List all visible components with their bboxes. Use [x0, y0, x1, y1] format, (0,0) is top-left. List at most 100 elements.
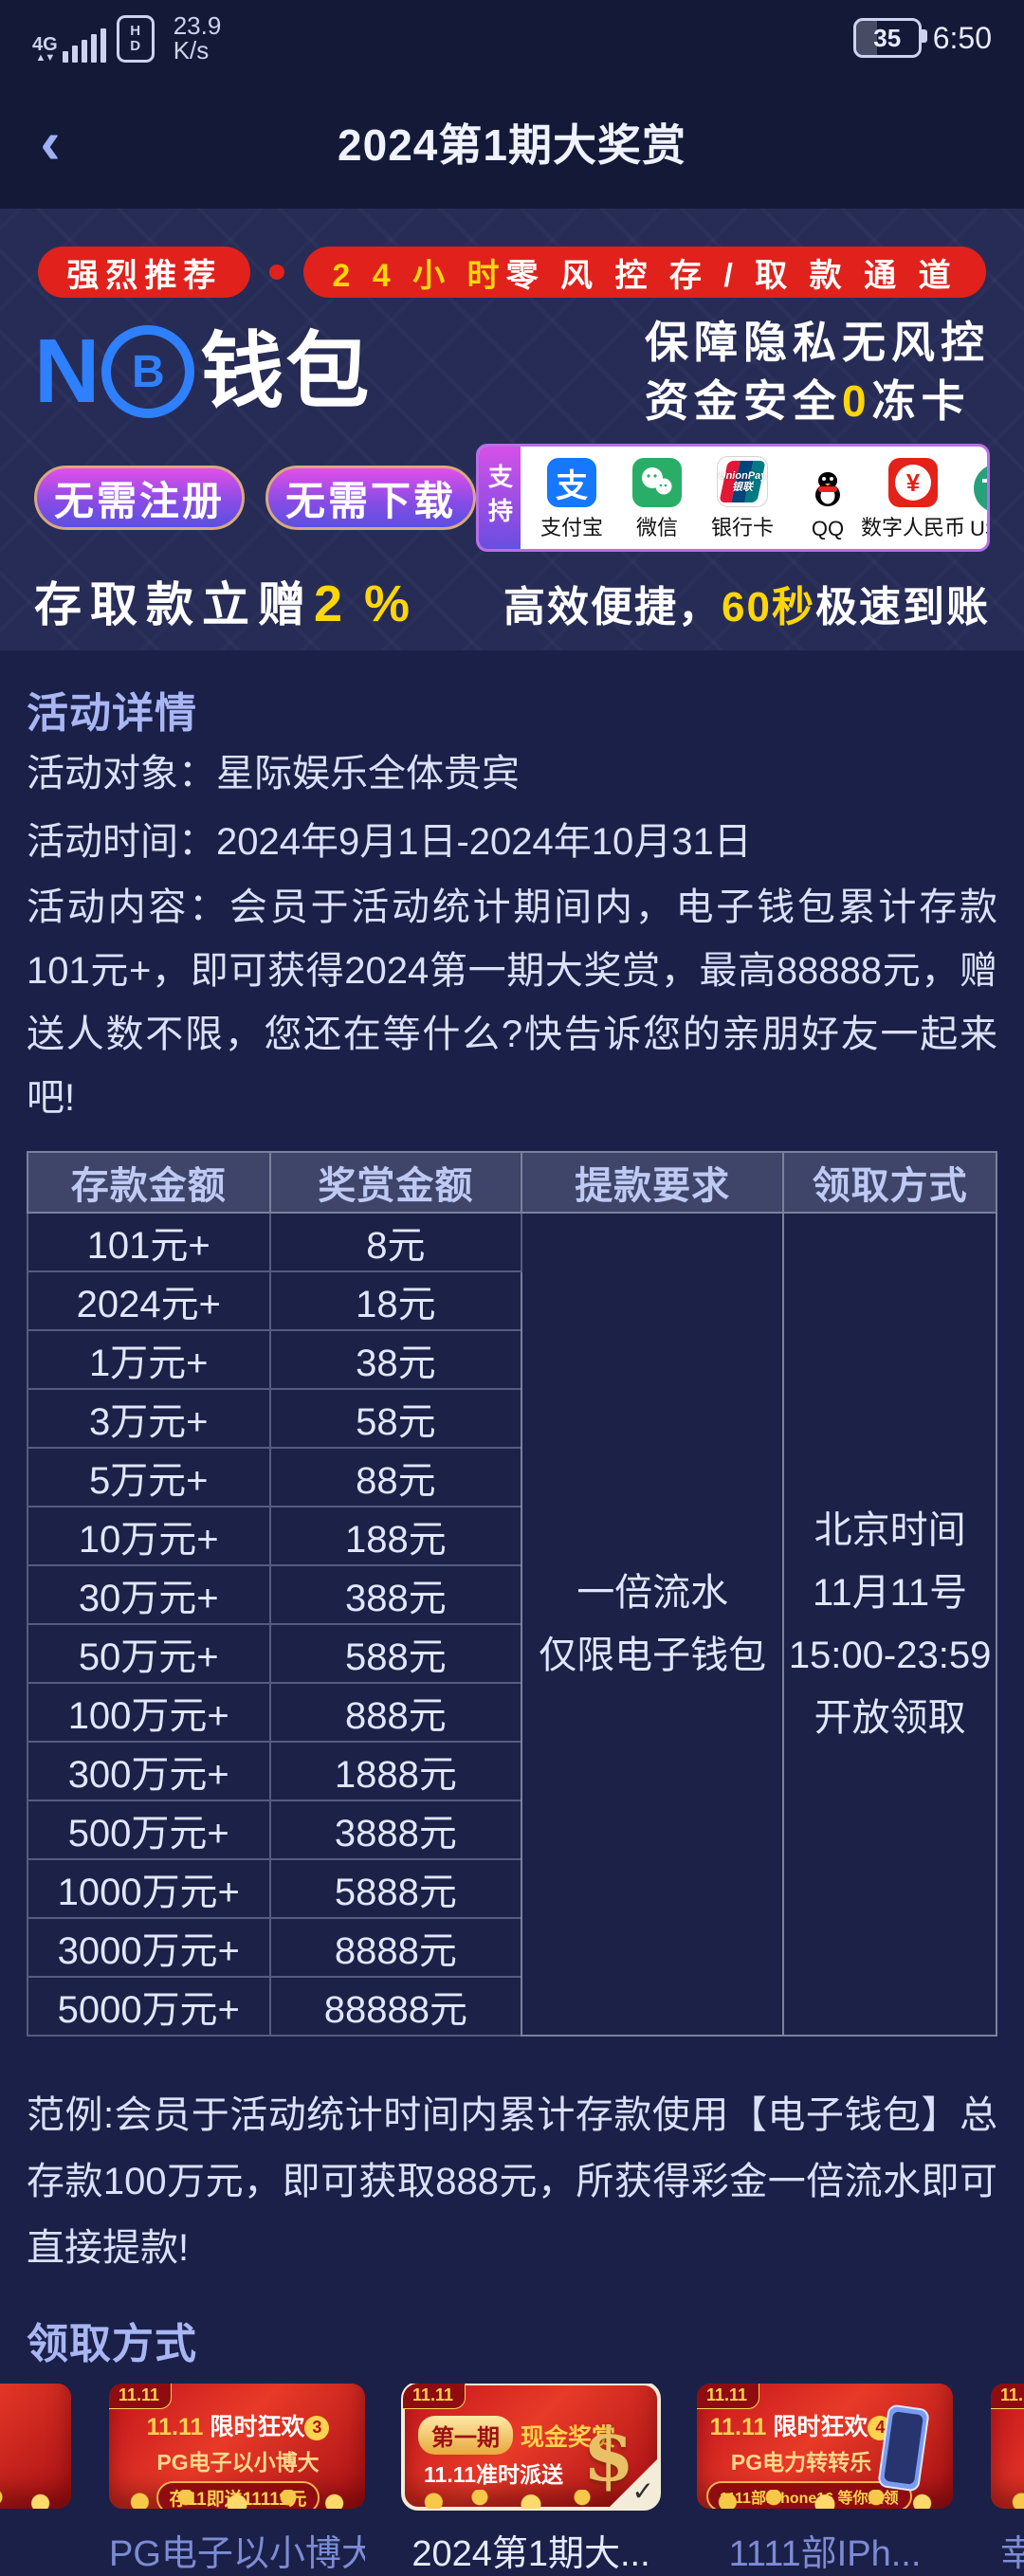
dot-separator-icon [269, 265, 285, 280]
back-button[interactable]: ‹ [40, 108, 61, 176]
table-row: 500万元+ 3888元 [27, 1800, 997, 1860]
table-row: 5000万元+ 88888元 [27, 1976, 997, 2037]
col-deposit-amount: 存款金额 [27, 1151, 271, 1214]
coins-icon [697, 2490, 953, 2509]
activity-content: 活动内容：会员于活动统计期间内，电子钱包累计存款101元+，即可获得2024第一… [27, 886, 997, 1119]
no-download-pill: 无需下载 [265, 466, 476, 530]
table-row: 1000万元+ 5888元 [27, 1858, 997, 1919]
unionpay-icon: UnionPay 银联 [717, 456, 768, 507]
activity-target: 活动对象：星际娱乐全体贵宾 [27, 753, 520, 795]
reward-cell: 38元 [268, 1329, 523, 1390]
bitcoin-coin-icon: B [101, 325, 195, 418]
reward-cell: 5888元 [268, 1858, 523, 1919]
battery-percent: 35 [873, 23, 902, 52]
payout-speed-line: 高效便捷，60秒极速到账 [503, 584, 990, 630]
battery-icon: 35 [852, 18, 927, 58]
reward-cell: 1888元 [268, 1741, 523, 1801]
banner-badge-row: 强烈推荐 2 4 小 时零 风 控 存 / 取 款 通 道 [34, 209, 990, 298]
table-header-row: 存款金额 奖赏金额 提款要求 领取方式 [27, 1151, 997, 1214]
reward-cell: 8888元 [268, 1917, 523, 1978]
promo-card-label: 幸 [1000, 2534, 1024, 2574]
activity-time: 活动时间：2024年9月1日-2024年10月31日 [27, 821, 752, 863]
deposit-cell: 1000万元+ [27, 1858, 271, 1919]
table-row: 5万元+ 88元 [27, 1447, 997, 1507]
col-reward-amount: 奖赏金额 [268, 1151, 523, 1214]
qq-icon [803, 464, 852, 513]
coins-icon [0, 2490, 71, 2509]
promo-card-label: 2024第1期大... [411, 2534, 650, 2574]
bonus-table: 存款金额 奖赏金额 提款要求 领取方式 101元+ 8元 一倍流水 仅限电子钱包… [27, 1151, 997, 2037]
coins-icon [109, 2490, 365, 2509]
deposit-cell: 2024元+ [27, 1270, 271, 1331]
table-row: 101元+ 8元 一倍流水 仅限电子钱包 北京时间 11月11号 15:00-2… [27, 1212, 997, 2037]
reward-cell: 388元 [268, 1564, 523, 1625]
promo-card-partial-right[interactable]: 11.1 [991, 2384, 1024, 2509]
promo-banner: 强烈推荐 2 4 小 时零 风 控 存 / 取 款 通 道 N B 钱包 保障隐… [0, 209, 1024, 650]
payment-alipay: 支 支付宝 [536, 458, 608, 541]
promo-card-item[interactable]: 11.1 幸 [991, 2384, 1024, 2576]
deposit-cell: 300万元+ [27, 1741, 271, 1801]
activity-details-heading: 活动详情 [27, 690, 197, 737]
wechat-icon [632, 458, 682, 507]
deposit-cell: 3万元+ [27, 1388, 271, 1449]
table-row: 10万元+ 188元 [27, 1506, 997, 1566]
digital-rmb-icon: ¥ [888, 458, 938, 507]
reward-cell: 3888元 [268, 1800, 523, 1860]
promo-card-item-selected[interactable]: 11.11 第一期 现金奖赏 11.11准时派送 $ ✓ 2024第1期大... [401, 2384, 661, 2576]
payment-qq: QQ [792, 464, 864, 541]
support-tab: 支持 [479, 447, 521, 549]
withdraw-requirement-cell: 一倍流水 仅限电子钱包 [521, 1212, 785, 2037]
deposit-cell: 5000万元+ [27, 1976, 271, 2037]
date-tag: 11.11 [403, 2384, 466, 2409]
date-tag: 11.11 [109, 2384, 173, 2409]
date-tag: 11.1 [991, 2384, 1024, 2409]
payment-wechat: 微信 [621, 458, 693, 541]
table-row: 1万元+ 38元 [27, 1329, 997, 1390]
table-row: 50万元+ 588元 [27, 1623, 997, 1684]
reward-cell: 88888元 [268, 1976, 523, 2037]
deposit-bonus-line: 存取款立赠2 % [34, 575, 414, 632]
promo-card-current[interactable]: 11.11 第一期 现金奖赏 11.11准时派送 $ ✓ [401, 2384, 661, 2511]
deposit-cell: 5万元+ [27, 1447, 271, 1507]
channel-badge: 2 4 小 时零 风 控 存 / 取 款 通 道 [303, 247, 986, 298]
payment-usdt: T USDT [962, 464, 987, 541]
nb-wallet-logo: N B 钱包 [34, 320, 372, 422]
deposit-cell: 500万元+ [27, 1800, 271, 1860]
data-arrows-icon: ▲▼ [35, 52, 55, 64]
deposit-cell: 101元+ [27, 1212, 271, 1272]
table-row: 100万元+ 888元 [27, 1682, 997, 1743]
payment-support-box: 支持 支 支付宝 微信 UnionPay 银联 银行卡 [476, 444, 990, 552]
col-withdraw-requirement: 提款要求 [521, 1151, 785, 1214]
deposit-cell: 30万元+ [27, 1564, 271, 1625]
col-claim-method: 领取方式 [782, 1151, 997, 1214]
table-row: 2024元+ 18元 [27, 1270, 997, 1331]
promo-card-item[interactable]: .. [0, 2384, 71, 2576]
reward-cell: 88元 [268, 1447, 523, 1507]
reward-cell: 18元 [268, 1270, 523, 1331]
promo-card-label: PG电子以小博大 [109, 2534, 365, 2574]
network-speed: 23.9 K/s [173, 11, 222, 64]
app-header: ‹ 2024第1期大奖赏 [0, 76, 1024, 209]
signal-bars-icon [62, 28, 106, 63]
deposit-cell: 3000万元+ [27, 1917, 271, 1978]
promo-card-partial-left[interactable] [0, 2384, 71, 2509]
table-row: 3000万元+ 8888元 [27, 1917, 997, 1978]
reward-cell: 58元 [268, 1388, 523, 1449]
deposit-cell: 50万元+ [27, 1623, 271, 1684]
claim-method-heading: 领取方式 [27, 2321, 197, 2367]
clock: 6:50 [932, 20, 992, 55]
reward-cell: 188元 [268, 1506, 523, 1566]
page-title: 2024第1期大奖赏 [338, 120, 686, 170]
coins-icon [991, 2490, 1024, 2509]
dollar-sign-icon: $ [582, 2412, 634, 2498]
no-register-pill: 无需注册 [34, 466, 245, 530]
payment-unionpay: UnionPay 银联 银行卡 [706, 456, 778, 541]
